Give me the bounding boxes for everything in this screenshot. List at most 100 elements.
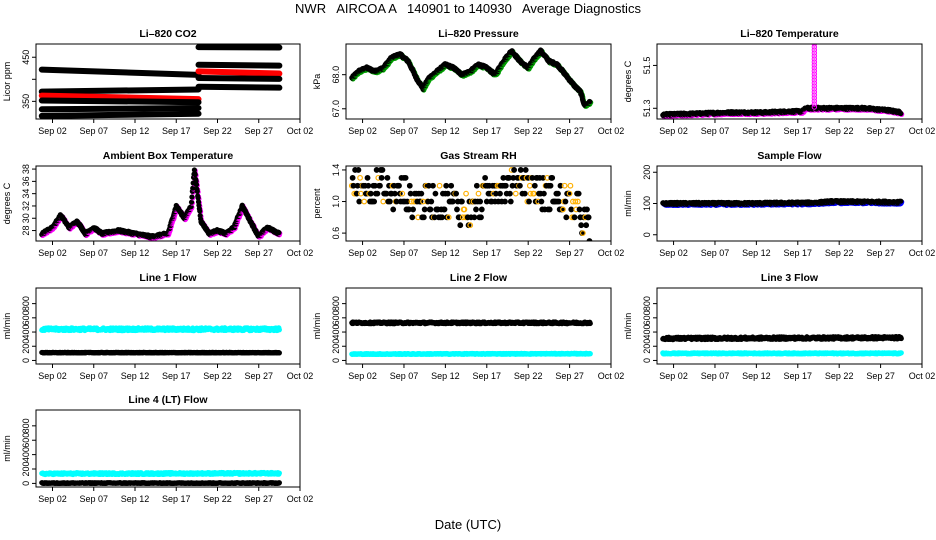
x-tick-label: Sep 02: [348, 126, 377, 136]
data-point-rh: [478, 214, 484, 221]
data-point-rh: [349, 174, 356, 181]
x-tick-label: Sep 17: [784, 126, 813, 136]
x-tick-label: Oct 02: [287, 126, 314, 136]
data-point-ambient: [197, 208, 203, 214]
data-point-rh: [547, 182, 554, 189]
data-point-rh: [428, 198, 435, 205]
data-point-rh: [406, 182, 413, 189]
data-point-rh: [571, 214, 578, 221]
figure-title: NWR AIRCOA A 140901 to 140930 Average Di…: [295, 1, 641, 16]
data-point-rh: [575, 190, 582, 197]
data-point-rh: [427, 206, 434, 213]
data-point-spike: [811, 74, 818, 80]
data-line-sampleb: [195, 68, 283, 77]
data-point-rh: [473, 206, 479, 213]
data-point-rh: [391, 190, 398, 197]
data-point-rh: [512, 190, 519, 197]
data-line-tank2b: [195, 61, 283, 69]
panel-ambient-box-temperature: Ambient Box Temperature283032343638degre…: [2, 150, 313, 258]
panel-title: Sample Flow: [757, 150, 822, 162]
data-point-spike: [811, 104, 818, 110]
data-point-rh: [507, 198, 514, 205]
data-point-spike: [811, 62, 818, 68]
data-point-rh: [367, 190, 374, 197]
y-tick-label: 36: [21, 176, 31, 186]
data-point-rh: [444, 190, 451, 197]
data-point-rh: [555, 190, 561, 197]
data-point-rh: [546, 206, 553, 213]
data-point-rh: [461, 206, 468, 213]
data-point-rh: [522, 167, 529, 173]
x-tick-label: Sep 12: [742, 126, 771, 136]
data-point-rh: [562, 198, 569, 205]
data-point-rh: [361, 198, 368, 205]
y-tick-label: 67.0: [331, 100, 341, 118]
data-point-rh: [555, 198, 562, 205]
data-point-rh: [583, 222, 590, 229]
y-axis-label: degrees C: [2, 182, 12, 224]
x-tick-label: Sep 12: [121, 248, 150, 258]
data-point-ambient: [189, 194, 195, 200]
data-point-rh: [402, 174, 409, 181]
data-point-rh: [421, 206, 428, 213]
data-point-rh: [502, 198, 508, 205]
plot-frame: [656, 43, 923, 120]
plot-area: [660, 44, 905, 119]
data-point-spike: [811, 80, 818, 86]
data-point-rh: [538, 198, 545, 205]
data-point-spike: [811, 65, 818, 71]
x-tick-label: Sep 22: [203, 248, 232, 258]
y-tick-label: 350: [21, 94, 31, 109]
plot-area: [660, 197, 905, 209]
data-point-rh: [459, 198, 465, 205]
data-point-rh: [356, 198, 363, 205]
x-tick-label: Sep 02: [659, 126, 688, 136]
data-point-rh: [384, 174, 391, 181]
y-axis-label: kPa: [312, 74, 322, 90]
data-point-rh: [579, 230, 586, 237]
data-point-spike: [811, 59, 818, 65]
data-point-spike: [811, 92, 818, 98]
panel-title: Ambient Box Temperature: [103, 150, 234, 162]
data-point-rh: [432, 190, 439, 197]
data-line-tank1: [38, 66, 202, 78]
data-point-spike: [811, 86, 818, 92]
data-point-rh: [541, 190, 547, 197]
data-point-rh: [409, 214, 416, 221]
plot-area: [39, 167, 283, 241]
x-tick-label: Sep 27: [555, 126, 584, 136]
panel-title: Li–820 Pressure: [438, 28, 519, 40]
y-axis-label: Licor ppm: [2, 62, 12, 102]
data-point-rh: [478, 206, 485, 213]
data-line-tank3: [38, 97, 202, 106]
data-point-rh: [457, 222, 464, 229]
y-tick-label: 32: [21, 201, 31, 211]
data-point-rh: [511, 167, 518, 173]
data-point-rh: [386, 198, 393, 205]
data-line-tank5: [38, 110, 202, 119]
y-tick-label: 30: [21, 213, 31, 223]
data-point-rh: [567, 182, 574, 189]
data-point-spike: [811, 77, 818, 83]
data-point-rh: [443, 182, 450, 189]
y-tick-label: 38: [21, 164, 31, 174]
data-point-spike: [811, 95, 818, 101]
x-tick-label: Sep 27: [555, 248, 584, 258]
x-tick-label: Sep 27: [866, 126, 895, 136]
data-point-rh: [497, 190, 503, 197]
data-point-rh: [527, 190, 534, 197]
data-line-tank3b: [195, 74, 283, 82]
data-point-rh: [453, 190, 460, 197]
data-line-tank4b: [195, 83, 283, 91]
panel-title: Gas Stream RH: [440, 150, 516, 162]
y-axis-label: percent: [312, 188, 322, 219]
data-point-temperature: [898, 110, 904, 117]
x-tick-label: Sep 12: [431, 126, 460, 136]
data-point-rh: [420, 214, 427, 221]
plot-frame: [35, 165, 301, 242]
data-point-spike: [811, 101, 818, 107]
